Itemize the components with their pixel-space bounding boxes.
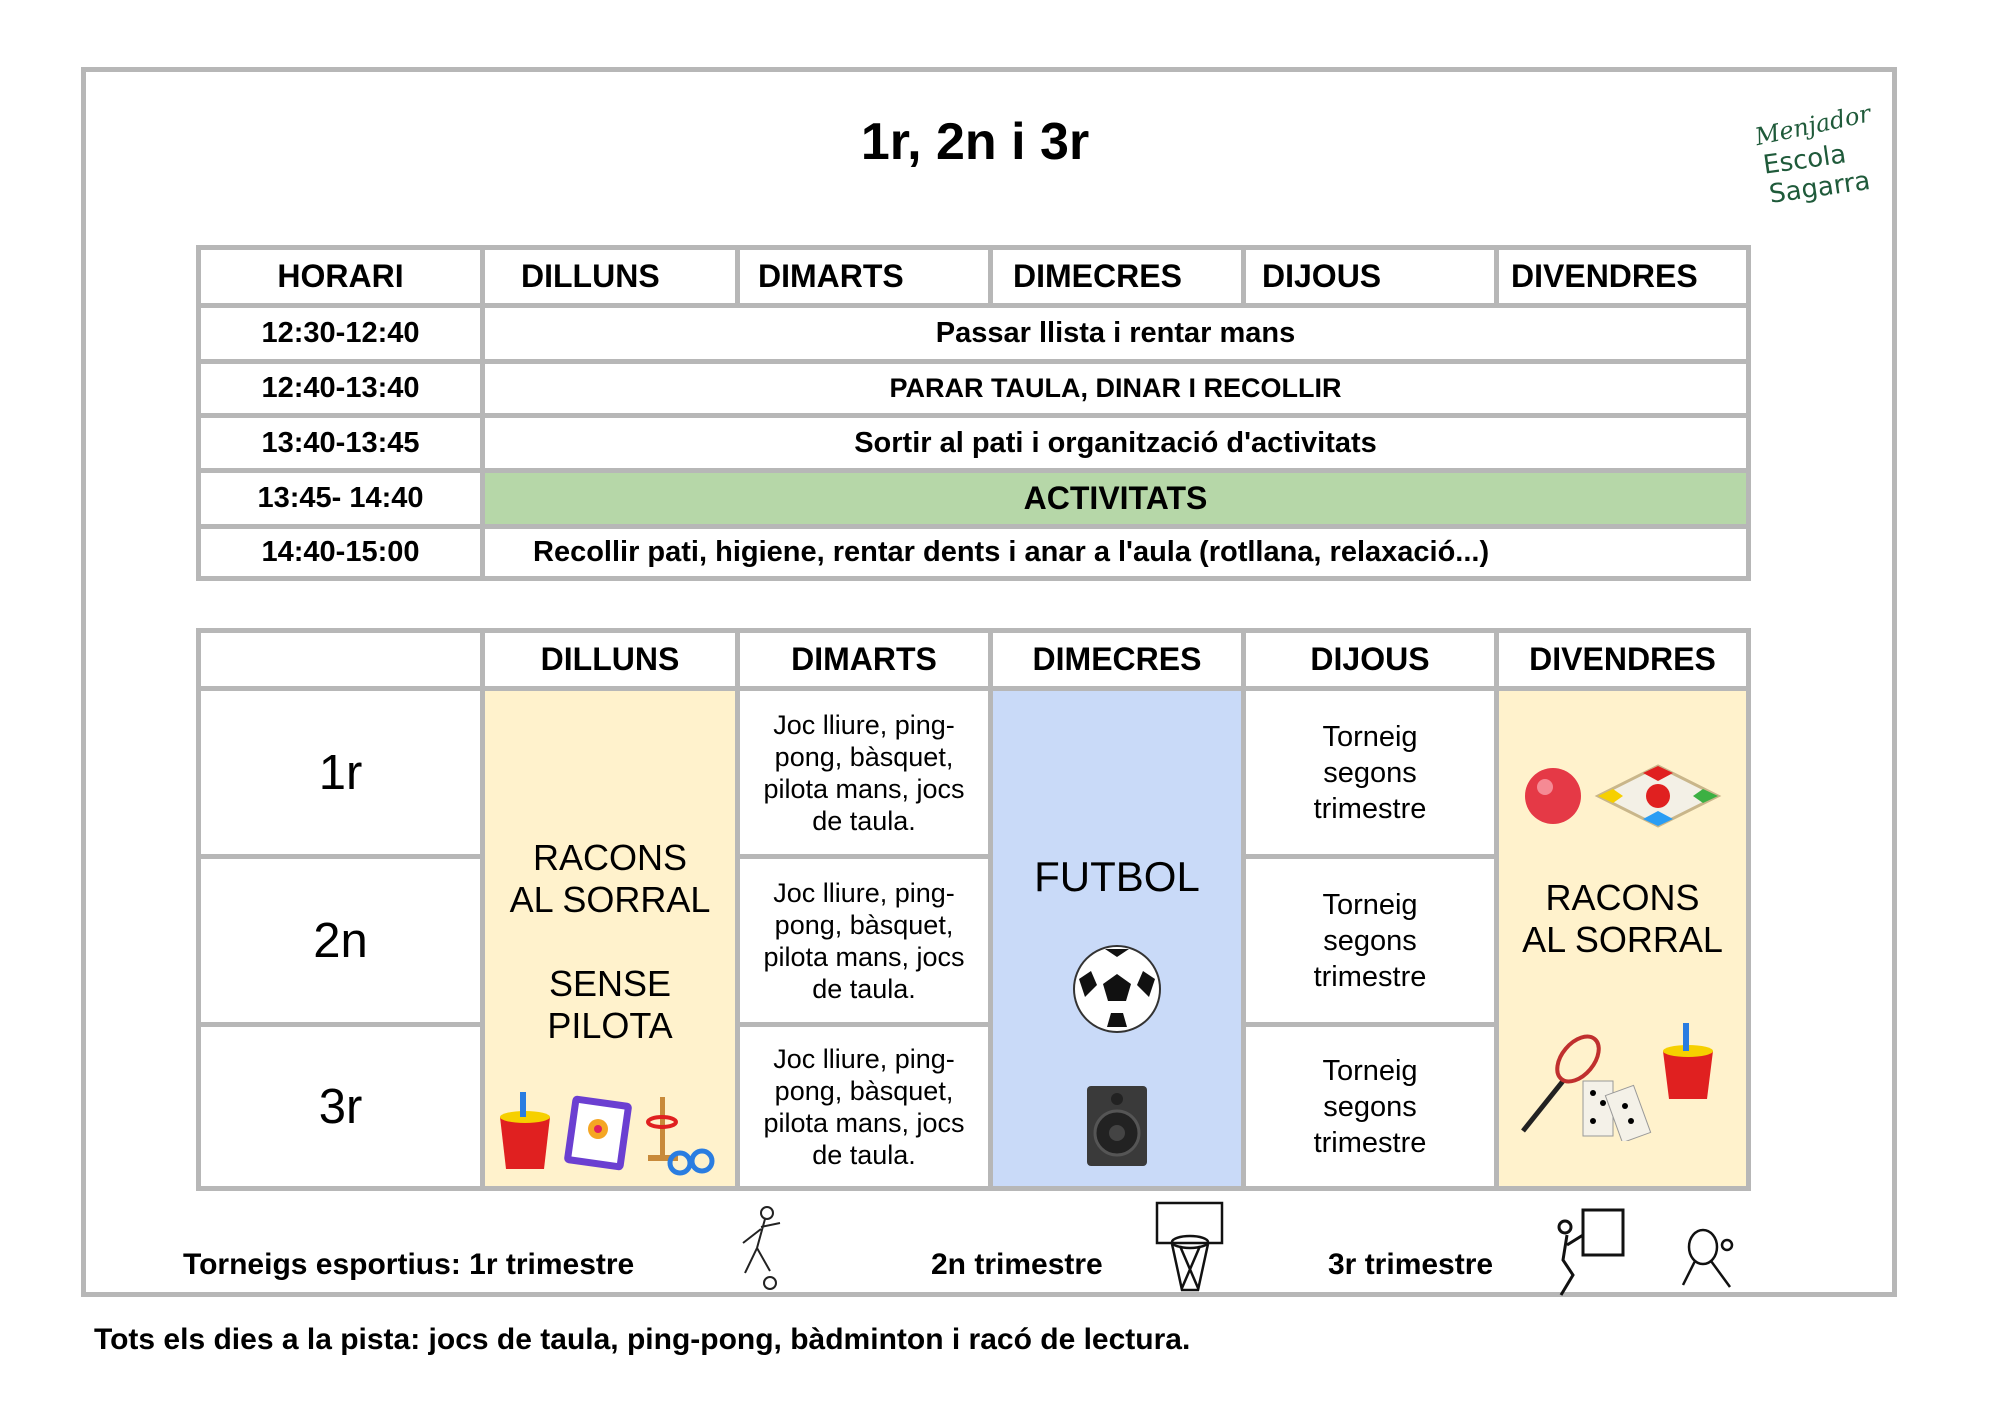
header-dimecres: DIMECRES [993,250,1241,303]
basketball-hoop-icon [1155,1201,1224,1292]
climbing-wall-icon [1557,1208,1625,1296]
ping-pong-icon [1681,1228,1734,1288]
ball-icon [1524,768,1581,824]
header-dilluns: DILLUNS [485,633,735,686]
school-logo: Menjador Escola Sagarra [1752,100,1875,210]
page-frame [81,67,1897,1297]
header-dimarts: DIMARTS [740,250,988,303]
activity-cell: Sortir al pati i organització d'activita… [485,418,1746,468]
dilluns-cell: RACONS AL SORRAL SENSE PILOTA [485,691,735,1186]
speaker-icon [1087,1086,1147,1166]
time-cell: 14:40-15:00 [201,529,480,576]
footer-2n-trimestre: 2n trimestre [931,1248,1103,1281]
header-horari: HORARI [201,250,480,303]
dilluns-line1: RACONS [532,837,688,878]
board-game-icon [1594,764,1721,828]
dilluns-line2: AL SORRAL [509,879,711,920]
badminton-icon [1520,1034,1601,1133]
group-2n: 2n [201,859,480,1022]
divendres-line1: RACONS [1545,877,1700,918]
soccer-ball-icon [1073,945,1161,1033]
soccer-player-icon [742,1206,781,1290]
footer-torneigs-1r: Torneigs esportius: 1r trimestre [183,1248,635,1281]
time-cell: 13:45- 14:40 [201,473,480,524]
activities-table: DILLUNS DIMARTS DIMECRES DIJOUS DIVENDRE… [196,628,1751,1191]
group-1r: 1r [201,691,480,854]
futbol-label: FUTBOL [1034,853,1200,900]
footer-3r-trimestre: 3r trimestre [1328,1248,1494,1281]
dimecres-cell: FUTBOL [993,691,1241,1186]
header-dijous: DIJOUS [1246,633,1494,686]
bucket-icon [1662,1023,1713,1099]
header-dimarts: DIMARTS [740,633,988,686]
header-dilluns: DILLUNS [485,250,735,303]
time-cell: 12:30-12:40 [201,308,480,359]
activitats-cell: ACTIVITATS [485,473,1746,524]
bucket-icon [500,1092,550,1169]
header-divendres: DIVENDRES [1499,250,1746,303]
dominoes-icon [1582,1080,1651,1141]
footer-note: Tots els dies a la pista: jocs de taula,… [94,1323,1191,1356]
dijous-1r: Torneig segons trimestre [1246,691,1494,854]
header-dijous: DIJOUS [1246,250,1494,303]
drawing-tablet-icon [564,1095,632,1171]
dimarts-3r: Joc lliure, ping-pong, bàsquet, pilota m… [740,1027,988,1186]
page-title: 1r, 2n i 3r [860,113,1090,171]
dimarts-1r: Joc lliure, ping-pong, bàsquet, pilota m… [740,691,988,854]
activity-cell: Passar llista i rentar mans [485,308,1746,359]
activity-cell: PARAR TAULA, DINAR I RECOLLIR [485,364,1746,413]
header-divendres: DIVENDRES [1499,633,1746,686]
divendres-line2: AL SORRAL [1522,919,1723,960]
activity-cell: Recollir pati, higiene, rentar dents i a… [485,529,1746,576]
dilluns-line3: SENSE [548,963,672,1004]
header-dimecres: DIMECRES [993,633,1241,686]
divendres-cell: RACONS AL SORRAL [1499,691,1746,1186]
schedule-table: HORARI DILLUNS DIMARTS DIMECRES DIJOUS D… [196,245,1751,581]
time-cell: 13:40-13:45 [201,418,480,468]
dijous-2n: Torneig segons trimestre [1246,859,1494,1022]
dilluns-line4: PILOTA [547,1005,673,1046]
group-3r: 3r [201,1027,480,1186]
ring-toss-icon [646,1097,715,1176]
header-empty [201,633,480,686]
time-cell: 12:40-13:40 [201,364,480,413]
dijous-3r: Torneig segons trimestre [1246,1027,1494,1186]
dimarts-2n: Joc lliure, ping-pong, bàsquet, pilota m… [740,859,988,1022]
